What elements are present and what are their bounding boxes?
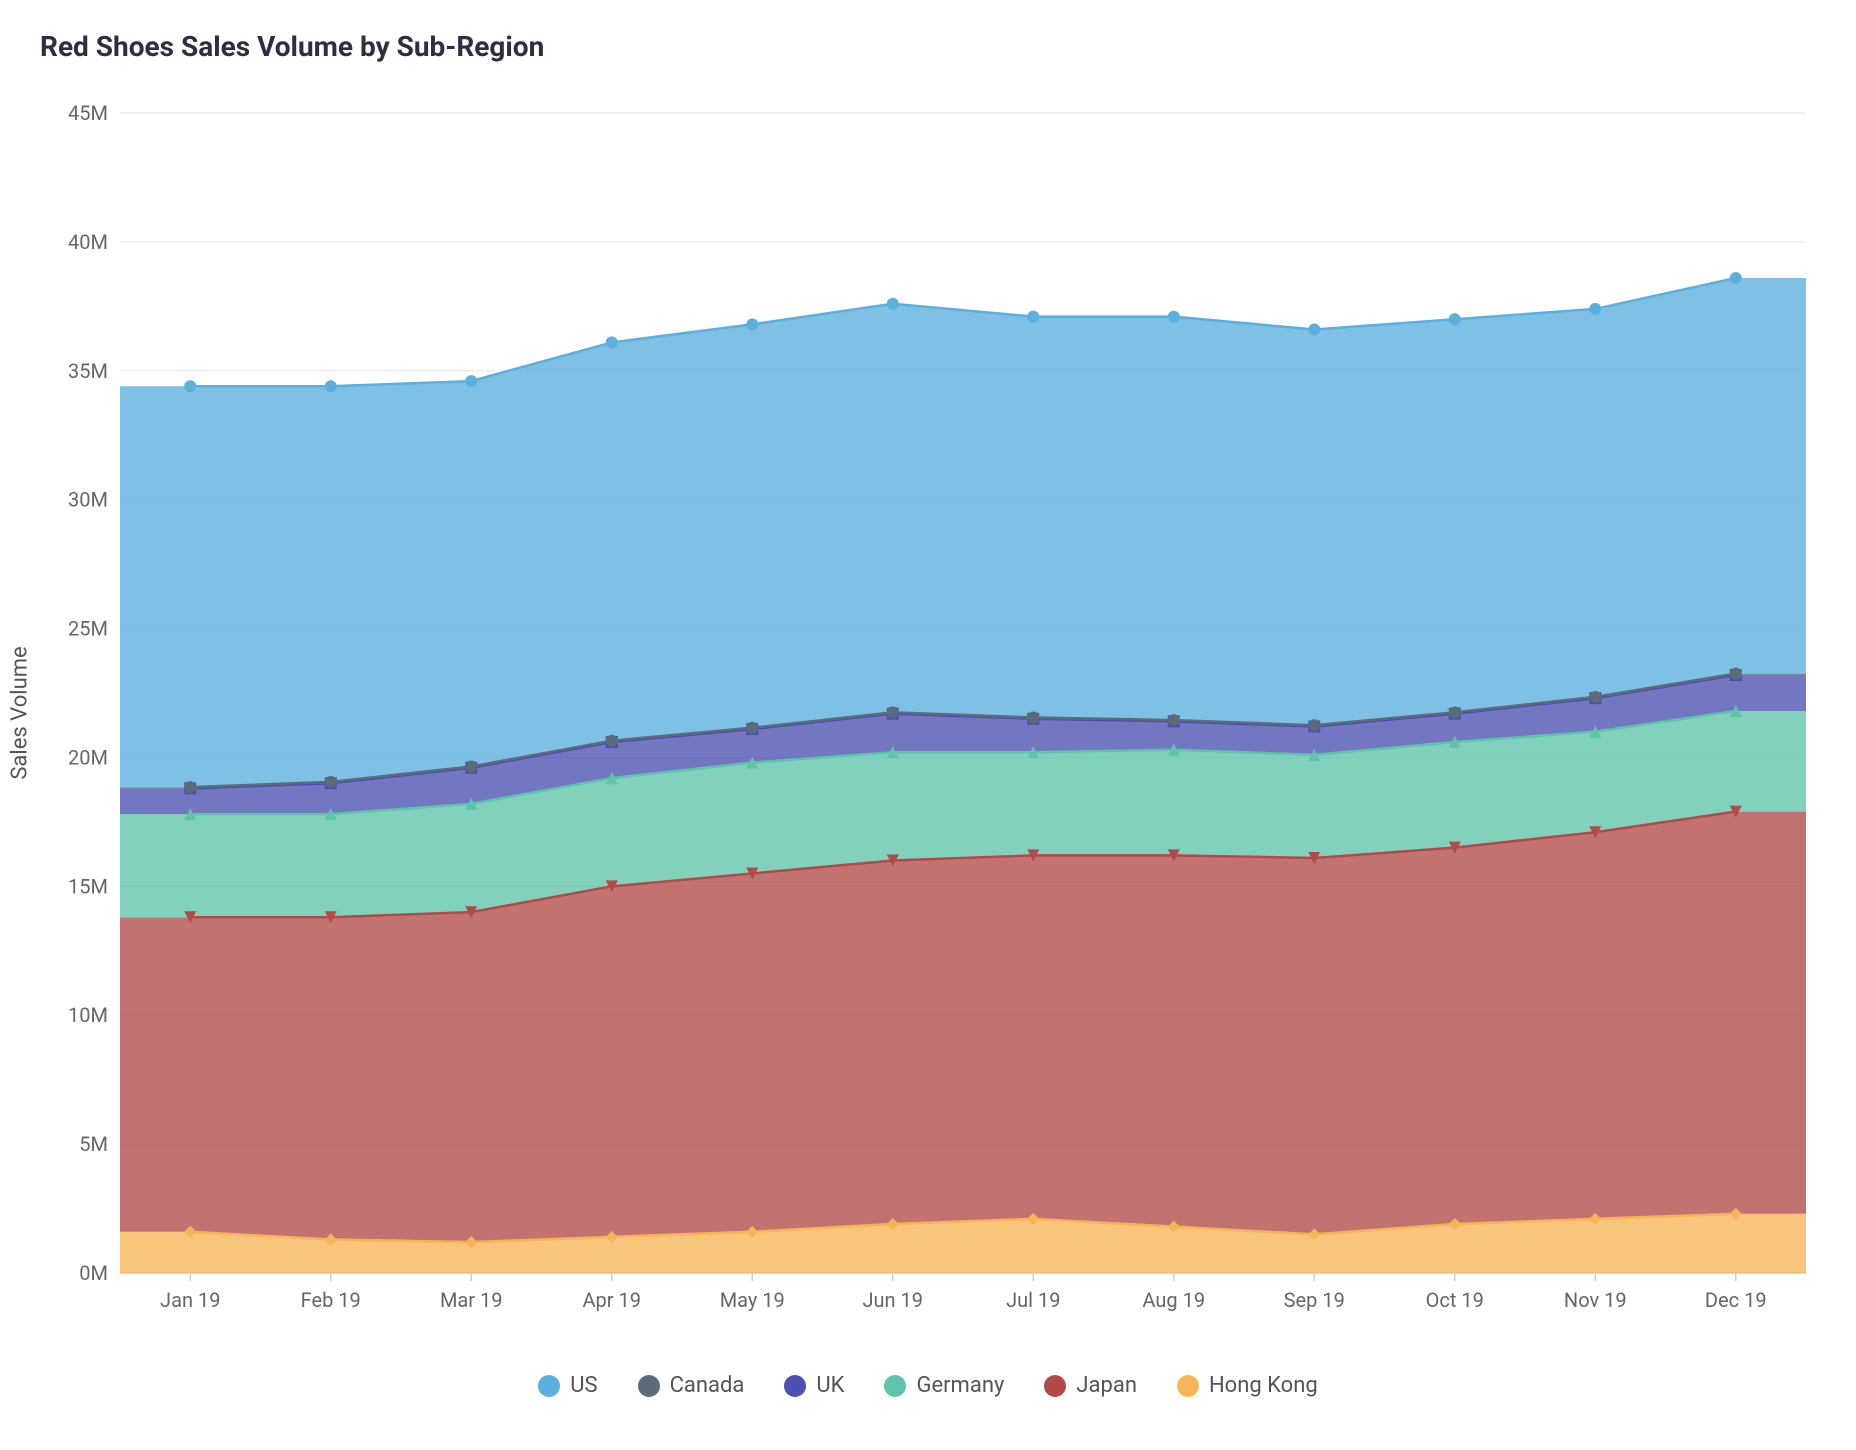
- legend-swatch: [638, 1375, 660, 1397]
- x-tick-label: Jul 19: [1006, 1288, 1060, 1312]
- x-tick-label: Jun 19: [862, 1288, 923, 1312]
- data-point: [1589, 303, 1601, 315]
- y-tick-label: 20M: [68, 745, 108, 769]
- y-tick-label: 0M: [79, 1261, 108, 1285]
- x-tick-label: May 19: [720, 1288, 785, 1312]
- data-point: [746, 318, 758, 330]
- x-tick-label: Dec 19: [1705, 1288, 1767, 1312]
- x-tick-label: Aug 19: [1142, 1288, 1205, 1312]
- x-tick-label: Jan 19: [160, 1288, 220, 1312]
- data-point: [1730, 668, 1742, 680]
- legend-item-japan[interactable]: Japan: [1044, 1373, 1137, 1398]
- legend-item-hong-kong[interactable]: Hong Kong: [1177, 1373, 1318, 1398]
- data-point: [1449, 313, 1461, 325]
- data-point: [184, 380, 196, 392]
- legend-label: US: [570, 1373, 597, 1398]
- data-point: [465, 760, 477, 772]
- data-point: [1449, 706, 1461, 718]
- data-point: [1168, 311, 1180, 323]
- legend-swatch: [784, 1375, 806, 1397]
- legend-label: Germany: [916, 1373, 1004, 1398]
- legend-swatch: [1044, 1375, 1066, 1397]
- y-tick-label: 15M: [68, 874, 108, 898]
- legend-label: Japan: [1076, 1373, 1137, 1398]
- x-tick-label: Sep 19: [1284, 1288, 1345, 1312]
- legend-label: UK: [816, 1373, 844, 1398]
- data-point: [606, 735, 618, 747]
- legend-item-canada[interactable]: Canada: [638, 1373, 745, 1398]
- legend-item-us[interactable]: US: [538, 1373, 597, 1398]
- y-tick-label: 40M: [68, 230, 108, 254]
- legend-swatch: [1177, 1375, 1199, 1397]
- y-tick-label: 30M: [68, 488, 108, 512]
- data-point: [325, 776, 337, 788]
- y-tick-label: 10M: [68, 1003, 108, 1027]
- legend-item-uk[interactable]: UK: [784, 1373, 844, 1398]
- legend-item-germany[interactable]: Germany: [884, 1373, 1004, 1398]
- data-point: [606, 336, 618, 348]
- y-tick-label: 35M: [68, 359, 108, 383]
- chart-svg: 0M 5M 10M 15M 20M 25M 30M 35M 40M 45M Jan 19 Feb 19…: [30, 83, 1826, 1343]
- data-point: [1168, 714, 1180, 726]
- data-point: [184, 781, 196, 793]
- data-point: [1027, 711, 1039, 723]
- plot-area: Sales Volume 0M5M10M15M20M25M30M35M40M45…: [30, 83, 1826, 1343]
- x-tick-label: Nov 19: [1564, 1288, 1627, 1312]
- y-tick-label: 5M: [79, 1132, 108, 1156]
- chart-legend: US Canada UK Germany Japan Hong Kong: [30, 1373, 1826, 1398]
- chart-title: Red Shoes Sales Volume by Sub-Region: [40, 30, 1826, 63]
- data-point: [1308, 324, 1320, 336]
- data-point: [1730, 272, 1742, 284]
- y-axis-label: Sales Volume: [8, 646, 33, 779]
- x-tick-label: Oct 19: [1426, 1288, 1484, 1312]
- legend-label: Hong Kong: [1209, 1373, 1318, 1398]
- legend-swatch: [538, 1375, 560, 1397]
- x-tick-label: Mar 19: [440, 1288, 503, 1312]
- data-point: [465, 375, 477, 387]
- legend-swatch: [884, 1375, 906, 1397]
- data-point: [1589, 691, 1601, 703]
- data-point: [325, 380, 337, 392]
- data-point: [887, 706, 899, 718]
- data-point: [1027, 311, 1039, 323]
- y-tick-label: 45M: [68, 101, 108, 125]
- legend-label: Canada: [670, 1373, 745, 1398]
- data-point: [1308, 719, 1320, 731]
- x-tick-label: Feb 19: [301, 1288, 361, 1312]
- data-point: [887, 298, 899, 310]
- y-tick-label: 25M: [68, 617, 108, 641]
- x-tick-label: Apr 19: [583, 1288, 642, 1312]
- chart-container: Red Shoes Sales Volume by Sub-Region Sal…: [0, 0, 1856, 1450]
- data-point: [746, 722, 758, 734]
